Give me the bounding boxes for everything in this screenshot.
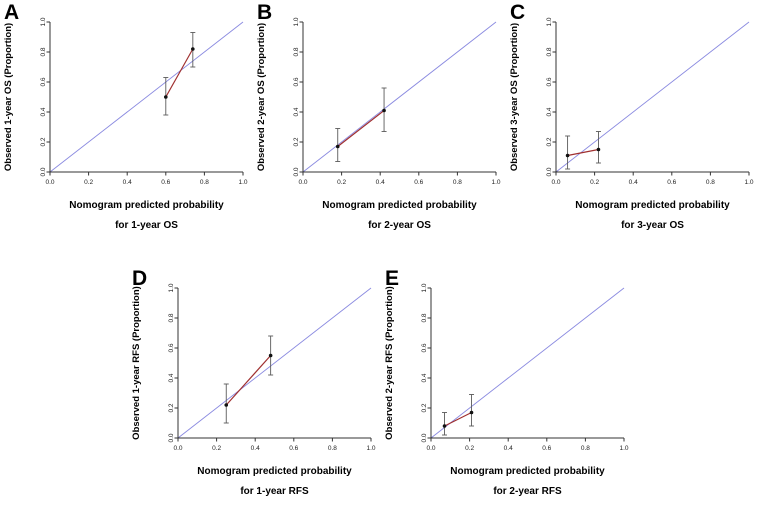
svg-text:0.0: 0.0 — [293, 167, 300, 176]
svg-text:0.2: 0.2 — [590, 179, 599, 186]
panel-a: A 0.0 0.0 0.2 0.2 0.4 0.4 0.6 0.6 0.8 0.8 1.0 1.0 Ob… — [0, 0, 253, 250]
svg-text:1.0: 1.0 — [744, 179, 753, 186]
panel-e: E 0.0 0.0 0.2 0.2 0.4 0.4 0.6 0.6 0.8 0.8 1.0 1.0 Ob… — [381, 266, 634, 516]
svg-text:0.6: 0.6 — [168, 343, 175, 352]
svg-text:0.6: 0.6 — [289, 445, 298, 452]
svg-text:0.8: 0.8 — [453, 179, 462, 186]
svg-text:0.2: 0.2 — [168, 403, 175, 412]
svg-text:0.4: 0.4 — [421, 373, 428, 382]
svg-text:0.2: 0.2 — [293, 137, 300, 146]
svg-text:0.2: 0.2 — [40, 137, 47, 146]
svg-text:1.0: 1.0 — [491, 179, 500, 186]
svg-text:0.2: 0.2 — [465, 445, 474, 452]
svg-text:for 3-year OS: for 3-year OS — [621, 220, 684, 231]
svg-text:0.2: 0.2 — [84, 179, 93, 186]
svg-text:0.4: 0.4 — [546, 107, 553, 116]
svg-text:0.2: 0.2 — [421, 403, 428, 412]
svg-text:0.8: 0.8 — [546, 47, 553, 56]
svg-text:0.8: 0.8 — [200, 179, 209, 186]
svg-text:Nomogram predicted probability: Nomogram predicted probability — [69, 200, 224, 211]
svg-text:0.6: 0.6 — [542, 445, 551, 452]
svg-text:0.8: 0.8 — [421, 313, 428, 322]
svg-text:1.0: 1.0 — [546, 17, 553, 26]
svg-text:0.6: 0.6 — [414, 179, 423, 186]
top-row: A 0.0 0.0 0.2 0.2 0.4 0.4 0.6 0.6 0.8 0.8 1.0 1.0 Ob… — [0, 0, 770, 250]
svg-text:0.6: 0.6 — [546, 77, 553, 86]
svg-text:0.6: 0.6 — [40, 77, 47, 86]
svg-text:Observed 2-year RFS (Proportio: Observed 2-year RFS (Proportion) — [384, 286, 395, 440]
svg-text:Nomogram predicted probability: Nomogram predicted probability — [322, 200, 477, 211]
svg-text:Observed 1-year OS (Proportion: Observed 1-year OS (Proportion) — [3, 23, 14, 171]
svg-text:for 2-year OS: for 2-year OS — [368, 220, 431, 231]
svg-text:0.0: 0.0 — [173, 445, 182, 452]
svg-text:0.0: 0.0 — [168, 433, 175, 442]
svg-text:for 1-year OS: for 1-year OS — [115, 220, 178, 231]
svg-text:1.0: 1.0 — [619, 445, 628, 452]
svg-text:Observed 2-year OS (Proportion: Observed 2-year OS (Proportion) — [256, 23, 267, 171]
svg-text:0.8: 0.8 — [168, 313, 175, 322]
svg-text:Nomogram predicted probability: Nomogram predicted probability — [450, 466, 605, 477]
svg-text:0.4: 0.4 — [376, 179, 385, 186]
svg-text:Nomogram predicted probability: Nomogram predicted probability — [575, 200, 730, 211]
svg-text:0.8: 0.8 — [293, 47, 300, 56]
svg-text:0.8: 0.8 — [706, 179, 715, 186]
svg-text:for 2-year RFS: for 2-year RFS — [493, 486, 562, 497]
svg-text:0.6: 0.6 — [293, 77, 300, 86]
svg-text:0.6: 0.6 — [421, 343, 428, 352]
calibration-chart-2yr-rfs: 0.0 0.0 0.2 0.2 0.4 0.4 0.6 0.6 0.8 0.8 1.0 1.0 Obse… — [384, 283, 629, 497]
svg-text:for 1-year RFS: for 1-year RFS — [240, 486, 309, 497]
bottom-row: D 0.0 0.0 0.2 0.2 0.4 0.4 0.6 0.6 0.8 0.8 1.0 1.0 Ob… — [128, 266, 770, 516]
svg-text:0.4: 0.4 — [504, 445, 513, 452]
svg-text:0.0: 0.0 — [45, 179, 54, 186]
panel-b: B 0.0 0.0 0.2 0.2 0.4 0.4 0.6 0.6 0.8 0.8 1.0 1.0 Ob… — [253, 0, 506, 250]
svg-text:0.0: 0.0 — [421, 433, 428, 442]
svg-text:Nomogram predicted probability: Nomogram predicted probability — [197, 466, 352, 477]
svg-text:0.8: 0.8 — [328, 445, 337, 452]
svg-text:Observed 3-year OS (Proportion: Observed 3-year OS (Proportion) — [509, 23, 520, 171]
panel-letter-d: D — [132, 267, 148, 290]
svg-text:0.4: 0.4 — [251, 445, 260, 452]
panel-letter-b: B — [257, 1, 273, 24]
svg-text:0.0: 0.0 — [426, 445, 435, 452]
calibration-chart-1yr-rfs: 0.0 0.0 0.2 0.2 0.4 0.4 0.6 0.6 0.8 0.8 1.0 1.0 Obse… — [131, 283, 376, 497]
svg-text:0.6: 0.6 — [161, 179, 170, 186]
svg-text:1.0: 1.0 — [421, 283, 428, 292]
svg-text:0.0: 0.0 — [546, 167, 553, 176]
panel-d: D 0.0 0.0 0.2 0.2 0.4 0.4 0.6 0.6 0.8 0.8 1.0 1.0 Ob… — [128, 266, 381, 516]
panel-letter-a: A — [4, 1, 20, 24]
svg-text:0.2: 0.2 — [546, 137, 553, 146]
panel-c: C 0.0 0.0 0.2 0.2 0.4 0.4 0.6 0.6 0.8 0.8 1.0 1.0 Ob… — [506, 0, 759, 250]
svg-text:0.0: 0.0 — [40, 167, 47, 176]
svg-text:0.4: 0.4 — [293, 107, 300, 116]
svg-text:1.0: 1.0 — [238, 179, 247, 186]
svg-text:0.4: 0.4 — [123, 179, 132, 186]
calibration-chart-1yr-os: 0.0 0.0 0.2 0.2 0.4 0.4 0.6 0.6 0.8 0.8 1.0 1.0 Obse… — [3, 17, 248, 231]
calibration-chart-3yr-os: 0.0 0.0 0.2 0.2 0.4 0.4 0.6 0.6 0.8 0.8 1.0 1.0 Obse… — [509, 17, 754, 231]
panel-letter-c: C — [510, 1, 526, 24]
svg-text:0.4: 0.4 — [40, 107, 47, 116]
svg-text:1.0: 1.0 — [40, 17, 47, 26]
svg-text:0.0: 0.0 — [551, 179, 560, 186]
svg-text:0.6: 0.6 — [667, 179, 676, 186]
svg-text:0.2: 0.2 — [212, 445, 221, 452]
svg-text:0.4: 0.4 — [629, 179, 638, 186]
calibration-chart-2yr-os: 0.0 0.0 0.2 0.2 0.4 0.4 0.6 0.6 0.8 0.8 1.0 1.0 Obse… — [256, 17, 501, 231]
svg-text:0.4: 0.4 — [168, 373, 175, 382]
svg-text:1.0: 1.0 — [168, 283, 175, 292]
svg-text:0.2: 0.2 — [337, 179, 346, 186]
panel-letter-e: E — [385, 267, 400, 290]
svg-text:0.8: 0.8 — [40, 47, 47, 56]
svg-text:0.0: 0.0 — [298, 179, 307, 186]
svg-text:1.0: 1.0 — [366, 445, 375, 452]
svg-text:0.8: 0.8 — [581, 445, 590, 452]
svg-text:Observed 1-year RFS (Proportio: Observed 1-year RFS (Proportion) — [131, 286, 142, 440]
svg-text:1.0: 1.0 — [293, 17, 300, 26]
